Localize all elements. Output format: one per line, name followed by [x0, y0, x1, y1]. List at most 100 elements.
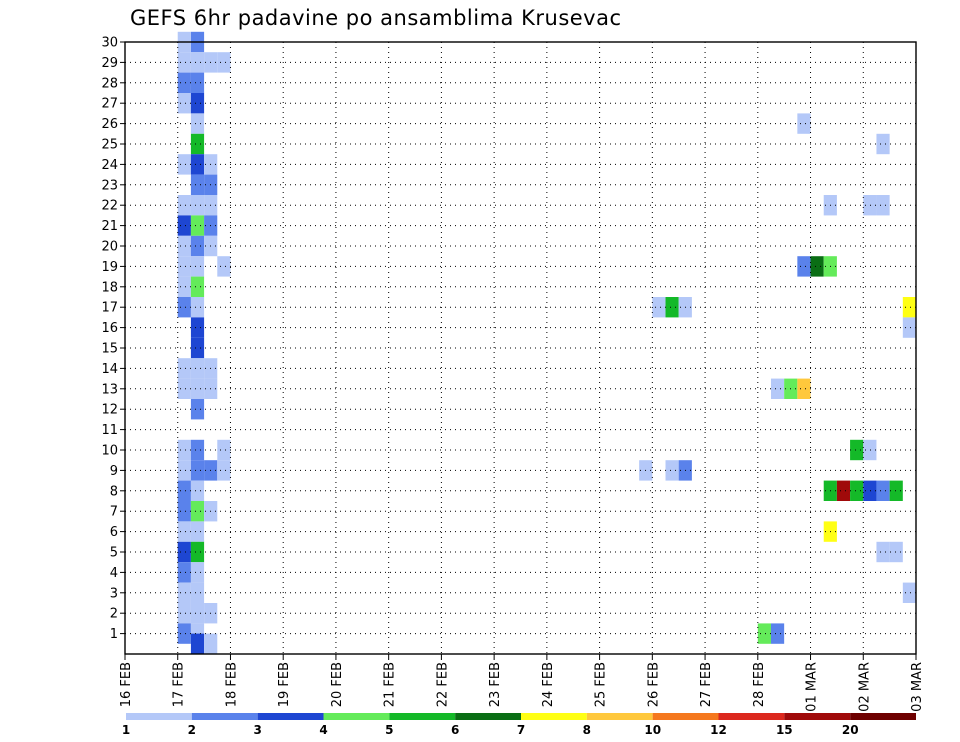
- heatmap-cell: [757, 623, 771, 644]
- y-tick-label: 2: [110, 607, 118, 622]
- legend-label: 3: [254, 723, 262, 737]
- heatmap-cell: [177, 460, 191, 481]
- legend-label: 15: [776, 723, 793, 737]
- heatmap-cell: [190, 337, 205, 359]
- legend-swatch: [850, 713, 916, 720]
- heatmap-cell: [797, 378, 811, 399]
- legend-label: 4: [319, 723, 327, 737]
- heatmap-cell: [190, 297, 205, 318]
- heatmap-cell: [177, 256, 191, 277]
- legend-label: 7: [517, 723, 525, 737]
- legend-swatch: [455, 713, 521, 720]
- legend-swatch: [652, 713, 719, 720]
- heatmap-cell: [902, 297, 916, 318]
- heatmap-cell: [177, 378, 191, 399]
- heatmap-cell: [177, 52, 191, 73]
- y-tick-label: 25: [101, 138, 118, 153]
- x-tick-label: 26 FEB: [646, 662, 661, 707]
- y-tick-label: 30: [101, 36, 118, 51]
- y-tick-label: 13: [101, 382, 118, 397]
- heatmap-cell: [876, 195, 890, 216]
- heatmap-cell: [190, 562, 205, 583]
- heatmap-cell: [190, 521, 205, 542]
- legend-label: 2: [188, 723, 196, 737]
- heatmap-cell: [190, 276, 205, 297]
- y-tick-label: 21: [101, 219, 118, 234]
- heatmap-cell: [217, 460, 231, 481]
- heatmap-cell: [190, 195, 205, 216]
- heatmap-cell: [177, 195, 191, 216]
- heatmap-cell: [217, 439, 231, 461]
- heatmap-cell: [190, 501, 205, 522]
- legend-label: 8: [583, 723, 591, 737]
- heatmap-cell: [190, 633, 205, 654]
- y-tick-label: 17: [101, 301, 118, 316]
- heatmap-cell: [190, 603, 205, 624]
- x-tick-label: 27 FEB: [699, 662, 714, 707]
- heatmap-cell: [190, 93, 205, 114]
- legend-swatch: [389, 713, 456, 720]
- y-tick-label: 10: [101, 444, 118, 459]
- heatmap-cell: [177, 215, 191, 236]
- heatmap-cell: [217, 52, 231, 73]
- y-tick-label: 5: [110, 546, 118, 561]
- x-tick-label: 21 FEB: [383, 662, 398, 707]
- heatmap-cell: [177, 562, 191, 583]
- legend-label: 5: [385, 723, 393, 737]
- x-tick-label: 25 FEB: [594, 662, 609, 707]
- heatmap-cell: [177, 541, 191, 563]
- legend-label: 12: [710, 723, 727, 737]
- heatmap-cell: [863, 439, 877, 461]
- heatmap-cell: [177, 154, 191, 175]
- x-tick-label: 16 FEB: [119, 662, 134, 707]
- heatmap-cell: [177, 235, 191, 257]
- y-tick-label: 23: [101, 178, 118, 193]
- y-tick-label: 29: [101, 56, 118, 71]
- heatmap-cell: [177, 501, 191, 522]
- y-tick-label: 20: [101, 240, 118, 255]
- legend-swatch: [521, 713, 587, 720]
- heatmap-cell: [190, 399, 205, 420]
- heatmap-cell: [190, 439, 205, 461]
- y-tick-label: 26: [101, 117, 118, 132]
- legend-label: 1: [122, 723, 130, 737]
- y-tick-label: 22: [101, 199, 118, 214]
- heatmap-cell: [177, 276, 191, 297]
- y-tick-label: 7: [110, 505, 118, 520]
- heatmap-cell: [190, 154, 205, 175]
- heatmap-cell: [177, 603, 191, 624]
- axes: 1234567891011121314151617181920212223242…: [101, 36, 925, 712]
- legend-swatch: [323, 713, 390, 720]
- heatmap-cell: [190, 235, 205, 257]
- grid-lines: [125, 41, 916, 654]
- heatmap-cell: [190, 133, 205, 155]
- x-tick-label: 28 FEB: [752, 662, 767, 707]
- heatmap-cell: [770, 623, 785, 644]
- legend-label: 20: [842, 723, 859, 737]
- heatmap-cell: [190, 317, 205, 338]
- heatmap-cell: [797, 113, 811, 134]
- legend-swatch: [191, 713, 258, 720]
- x-tick-label: 19 FEB: [277, 662, 292, 707]
- y-tick-label: 12: [101, 403, 118, 418]
- heatmap-cell: [863, 480, 877, 501]
- heatmap-cell: [889, 480, 903, 501]
- y-tick-label: 9: [110, 464, 118, 479]
- heatmap-cell: [902, 317, 916, 338]
- x-tick-label: 03 MAR: [910, 662, 925, 712]
- y-tick-label: 28: [101, 76, 118, 91]
- heatmap-cell: [177, 623, 191, 644]
- heatmap-cell: [876, 133, 890, 155]
- y-tick-label: 3: [110, 586, 118, 601]
- heatmap-cell: [797, 256, 811, 277]
- x-tick-label: 17 FEB: [172, 662, 187, 707]
- heatmap-cell: [770, 378, 785, 399]
- heatmap-cell: [876, 541, 890, 563]
- heatmap-cell: [177, 297, 191, 318]
- heatmap-cell: [876, 480, 890, 501]
- heatmap-cell: [190, 113, 205, 134]
- x-tick-label: 23 FEB: [488, 662, 503, 707]
- x-tick-label: 01 MAR: [805, 662, 820, 712]
- legend-swatch: [586, 713, 653, 720]
- heatmap-cell: [850, 480, 864, 501]
